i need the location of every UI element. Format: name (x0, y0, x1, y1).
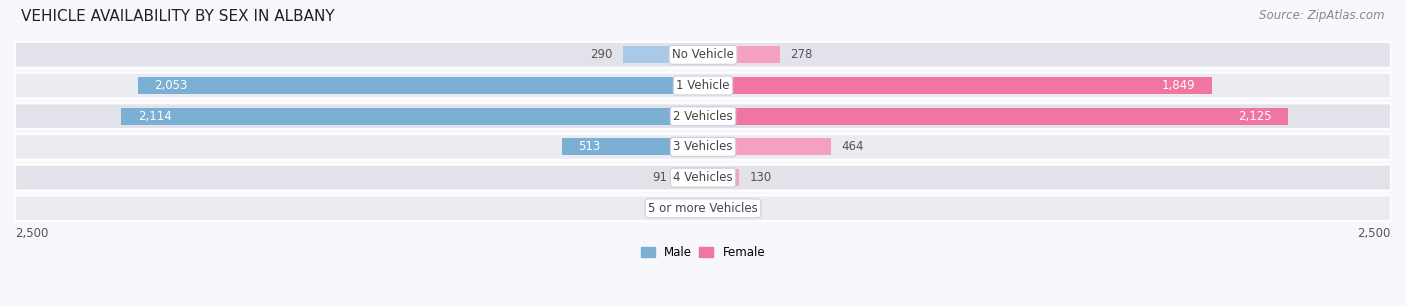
Text: 2,500: 2,500 (15, 227, 48, 240)
Bar (703, 139, 831, 155)
Text: 2,500: 2,500 (1358, 227, 1391, 240)
Text: 1 Vehicle: 1 Vehicle (676, 79, 730, 92)
Text: 2,114: 2,114 (138, 110, 172, 123)
Text: 3 Vehicles: 3 Vehicles (673, 140, 733, 153)
Bar (623, 47, 703, 63)
Text: 2,053: 2,053 (155, 79, 188, 92)
Text: 33: 33 (723, 202, 738, 215)
Bar (562, 139, 703, 155)
Text: 2 Vehicles: 2 Vehicles (673, 110, 733, 123)
Text: 290: 290 (589, 48, 612, 61)
Text: 5 or more Vehicles: 5 or more Vehicles (648, 202, 758, 215)
Bar (703, 200, 711, 217)
Text: 4 Vehicles: 4 Vehicles (673, 171, 733, 184)
Bar (703, 108, 1288, 125)
Bar (121, 108, 703, 125)
Bar (700, 200, 703, 217)
Text: 278: 278 (790, 48, 813, 61)
FancyBboxPatch shape (15, 103, 1391, 129)
Text: 1,849: 1,849 (1161, 79, 1195, 92)
Bar (703, 169, 738, 186)
FancyBboxPatch shape (15, 134, 1391, 160)
Text: 9: 9 (682, 202, 689, 215)
Bar (138, 77, 703, 94)
Text: 464: 464 (842, 140, 865, 153)
Text: 91: 91 (652, 171, 666, 184)
FancyBboxPatch shape (15, 165, 1391, 191)
Text: 2,125: 2,125 (1237, 110, 1271, 123)
FancyBboxPatch shape (15, 73, 1391, 99)
Legend: Male, Female: Male, Female (637, 243, 769, 263)
FancyBboxPatch shape (15, 42, 1391, 68)
Text: 513: 513 (578, 140, 600, 153)
Text: 130: 130 (749, 171, 772, 184)
Bar (703, 77, 1212, 94)
Bar (703, 47, 779, 63)
FancyBboxPatch shape (15, 196, 1391, 221)
Text: Source: ZipAtlas.com: Source: ZipAtlas.com (1260, 9, 1385, 22)
Bar (678, 169, 703, 186)
Text: No Vehicle: No Vehicle (672, 48, 734, 61)
Text: VEHICLE AVAILABILITY BY SEX IN ALBANY: VEHICLE AVAILABILITY BY SEX IN ALBANY (21, 9, 335, 24)
